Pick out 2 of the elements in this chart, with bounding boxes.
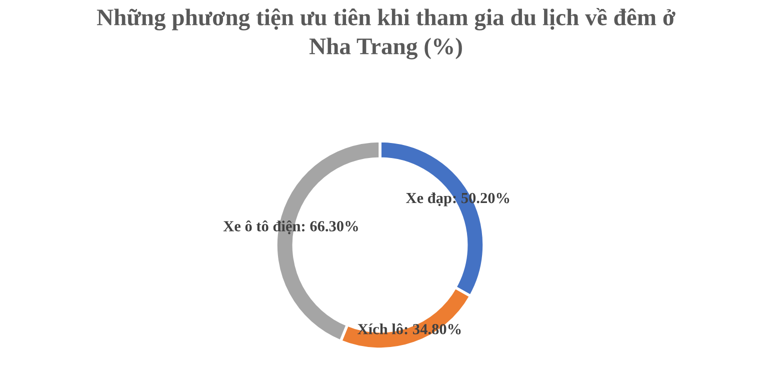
chart-title: Những phương tiện ưu tiên khi tham gia du lịch về đêm ở Nha Trang (%): [96, 8, 676, 60]
slice-label: Xe ô tô điện: 66.30%: [223, 220, 358, 234]
